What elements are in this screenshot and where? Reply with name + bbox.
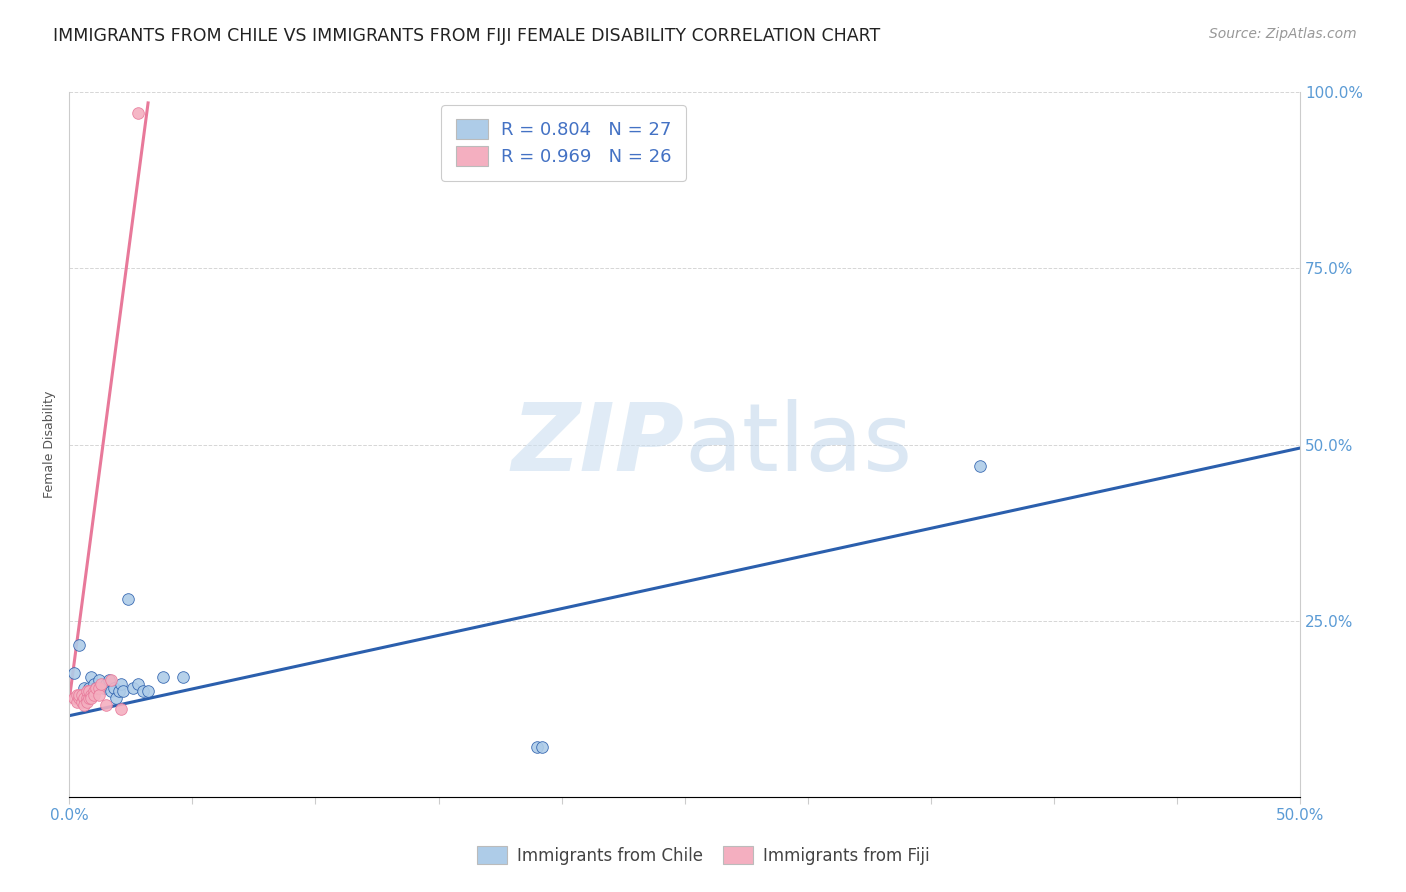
Point [100, 673, 122, 688]
Point [66, 695, 89, 709]
Point [530, 740, 553, 755]
Point [83, 688, 105, 702]
Point [969, 458, 991, 473]
Point [77, 684, 100, 698]
Point [96, 698, 118, 712]
Point [73, 681, 96, 695]
Point [127, 677, 149, 691]
Text: atlas: atlas [685, 399, 912, 491]
Point [67, 688, 90, 702]
Point [83, 684, 105, 698]
Point [70, 688, 93, 702]
Point [103, 681, 125, 695]
Point [127, 106, 149, 120]
Point [105, 691, 128, 706]
Point [526, 740, 548, 755]
Point [67, 638, 90, 652]
Point [87, 681, 110, 695]
Point [93, 681, 115, 695]
Point [136, 684, 159, 698]
Point [77, 681, 100, 695]
Point [110, 701, 132, 715]
Point [87, 673, 110, 688]
Point [107, 684, 129, 698]
Legend: R = 0.804   N = 27, R = 0.969   N = 26: R = 0.804 N = 27, R = 0.969 N = 26 [441, 105, 686, 181]
Point [87, 688, 110, 702]
Point [100, 684, 122, 698]
Point [110, 677, 132, 691]
Point [76, 691, 98, 706]
Point [66, 688, 89, 702]
Point [73, 691, 96, 706]
Y-axis label: Female Disability: Female Disability [44, 391, 56, 499]
Point [63, 691, 86, 706]
Point [122, 681, 145, 695]
Point [172, 670, 194, 684]
Text: IMMIGRANTS FROM CHILE VS IMMIGRANTS FROM FIJI FEMALE DISABILITY CORRELATION CHAR: IMMIGRANTS FROM CHILE VS IMMIGRANTS FROM… [53, 27, 880, 45]
Point [73, 698, 96, 712]
Point [83, 677, 105, 691]
Point [96, 677, 118, 691]
Point [76, 684, 98, 698]
Point [117, 592, 139, 607]
Point [152, 670, 174, 684]
Point [77, 691, 100, 706]
Legend: Immigrants from Chile, Immigrants from Fiji: Immigrants from Chile, Immigrants from F… [468, 838, 938, 873]
Point [76, 695, 98, 709]
Point [97, 673, 120, 688]
Point [90, 677, 112, 691]
Point [70, 695, 93, 709]
Text: Source: ZipAtlas.com: Source: ZipAtlas.com [1209, 27, 1357, 41]
Point [80, 691, 103, 706]
Point [86, 681, 108, 695]
Point [80, 688, 103, 702]
Text: ZIP: ZIP [512, 399, 685, 491]
Point [63, 666, 86, 681]
Point [132, 684, 155, 698]
Point [112, 684, 135, 698]
Point [80, 670, 103, 684]
Point [67, 691, 90, 706]
Point [86, 681, 108, 695]
